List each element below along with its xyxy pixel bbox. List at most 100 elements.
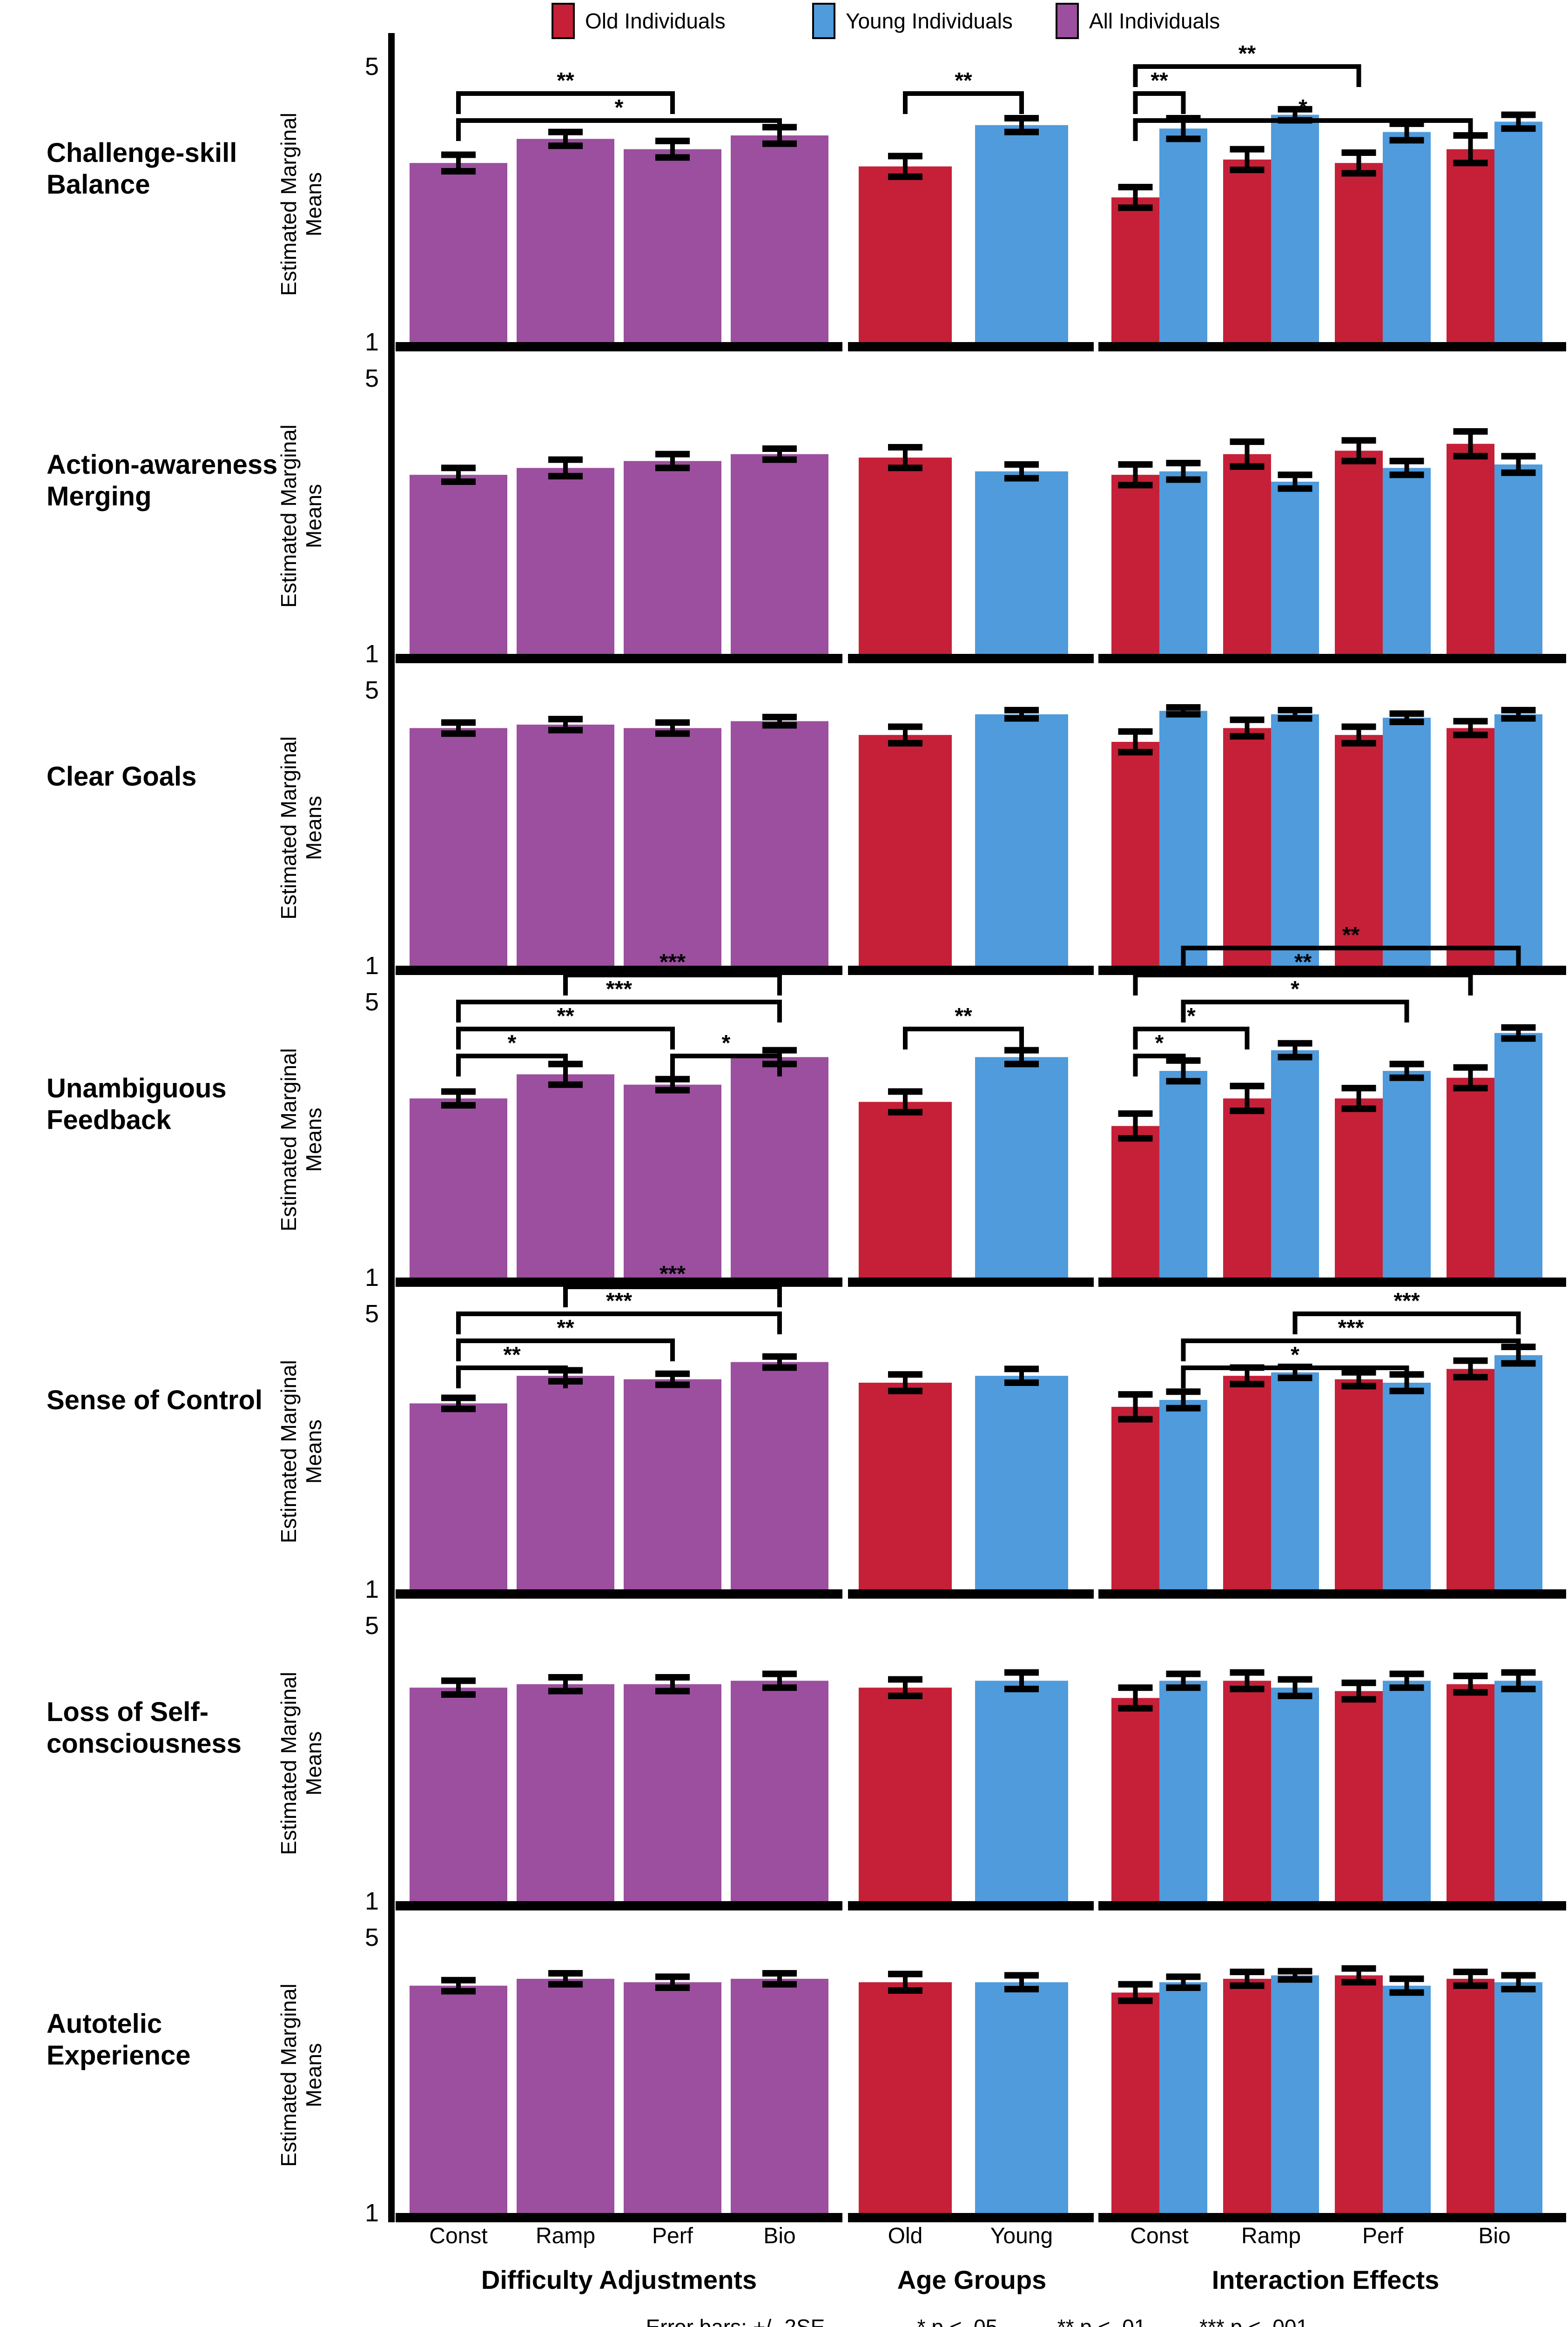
x-axis-difficulty	[396, 2213, 842, 2222]
significance-stars: **	[1151, 68, 1168, 93]
bar-age-Old	[859, 457, 952, 654]
bar-all-Ramp	[517, 139, 614, 342]
bar-young-Const	[1159, 1400, 1207, 1589]
bar-old-Bio	[1447, 149, 1494, 342]
x-tick-age: Old	[888, 2224, 923, 2248]
bar-all-Const	[410, 1985, 507, 2213]
bar-age-Young	[975, 1376, 1068, 1589]
legend-swatch-young-icon	[812, 3, 835, 39]
significance-bracket	[563, 1285, 782, 1307]
significance-bracket	[456, 1311, 782, 1334]
y-axis-title: Estimated MarginalMeans	[276, 424, 326, 608]
chart-legend: Old Individuals Young Individuals All In…	[0, 0, 1568, 47]
x-axis-difficulty	[396, 342, 842, 351]
significance-stars: ***	[1393, 1289, 1420, 1313]
legend-swatch-old-icon	[552, 3, 575, 39]
bar-age-Old	[859, 1688, 952, 1901]
x-tick-difficulty: Perf	[652, 2224, 693, 2248]
bar-young-Bio	[1494, 1033, 1542, 1278]
y-tick-max: 5	[365, 1612, 379, 1640]
bar-young-Ramp	[1271, 1975, 1319, 2213]
significance-bracket	[1133, 64, 1361, 87]
bar-age-Old	[859, 735, 952, 966]
x-axis-difficulty	[396, 1901, 842, 1910]
bar-all-Ramp	[517, 1978, 614, 2213]
y-axis-title: Estimated MarginalMeans	[276, 736, 326, 920]
bar-age-Young	[975, 1057, 1068, 1278]
significance-stars: **	[955, 1004, 972, 1029]
dimension-row: Action-awareness Merging Estimated Margina…	[47, 345, 1566, 668]
legend-label-old: Old Individuals	[585, 9, 726, 33]
significance-stars: *	[615, 95, 624, 120]
x-axis-age	[848, 966, 1094, 975]
y-tick-max: 5	[365, 1923, 379, 1951]
group-title-age: Age Groups	[897, 2265, 1046, 2294]
significance-bracket	[1292, 1311, 1521, 1334]
significance-stars: **	[955, 68, 972, 93]
x-axis-difficulty	[396, 1589, 842, 1599]
bar-all-Bio	[731, 1978, 828, 2213]
bar-young-Perf	[1383, 1985, 1431, 2213]
significance-stars: **	[503, 1343, 521, 1367]
dimension-label: Sense of Control	[47, 1385, 262, 1415]
significance-bracket	[1181, 1365, 1409, 1388]
significance-stars: **	[1342, 923, 1360, 948]
bar-young-Ramp	[1271, 1050, 1319, 1278]
x-axis-age	[848, 1901, 1094, 1910]
sig-note-3: *** p < .001	[1199, 2315, 1308, 2327]
bar-young-Const	[1159, 1982, 1207, 2213]
bar-all-Ramp	[517, 725, 614, 966]
bar-all-Bio	[731, 454, 828, 654]
dimension-row: Sense of Control Estimated MarginalMeans 5…	[47, 1262, 1566, 1603]
significance-stars: *	[1291, 1343, 1299, 1367]
bar-old-Const	[1111, 197, 1159, 342]
bar-age-Young	[975, 714, 1068, 966]
bar-young-Ramp	[1271, 114, 1319, 342]
bar-age-Young	[975, 1681, 1068, 1901]
x-tick-interaction: Bio	[1478, 2224, 1510, 2248]
bar-young-Const	[1159, 471, 1207, 654]
bar-old-Perf	[1335, 735, 1383, 966]
legend-label-young: Young Individuals	[846, 9, 1013, 33]
significance-bracket	[456, 1000, 782, 1022]
legend-item-young: Young Individuals	[812, 3, 1013, 39]
significance-bracket	[1181, 1338, 1521, 1361]
dimension-row: Unambiguous Feedback Estimated MarginalMea…	[47, 923, 1566, 1291]
bar-old-Const	[1111, 1698, 1159, 1901]
bar-old-Bio	[1447, 1369, 1494, 1589]
bar-young-Perf	[1383, 468, 1431, 654]
y-axis-title: Estimated MarginalMeans	[276, 113, 326, 296]
bar-old-Bio	[1447, 1077, 1494, 1278]
bar-old-Ramp	[1223, 1978, 1271, 2213]
y-tick-max: 5	[365, 364, 379, 392]
significance-bracket	[903, 1027, 1024, 1049]
x-tick-difficulty: Bio	[763, 2224, 795, 2248]
bar-old-Bio	[1447, 728, 1494, 966]
y-axis-line	[388, 968, 395, 1287]
x-tick-interaction: Const	[1130, 2224, 1188, 2248]
bar-old-Ramp	[1223, 1376, 1271, 1589]
y-axis-title: Estimated MarginalMeans	[276, 1360, 326, 1543]
bar-young-Ramp	[1271, 1688, 1319, 1901]
legend-item-old: Old Individuals	[552, 3, 726, 39]
bar-old-Perf	[1335, 451, 1383, 654]
bar-old-Ramp	[1223, 159, 1271, 342]
y-tick-min: 1	[365, 640, 379, 668]
significance-bracket	[456, 1054, 568, 1076]
legend-swatch-all-icon	[1056, 3, 1079, 39]
significance-bracket	[1181, 946, 1521, 968]
bar-all-Perf	[624, 1379, 721, 1589]
y-tick-min: 1	[365, 2199, 379, 2227]
x-axis-age	[848, 1589, 1094, 1599]
bar-old-Bio	[1447, 1978, 1494, 2213]
legend-label-all: All Individuals	[1089, 9, 1220, 33]
y-axis-line	[388, 1904, 395, 2222]
dimension-label: Clear Goals	[47, 761, 196, 792]
bar-all-Ramp	[517, 1376, 614, 1589]
bar-all-Const	[410, 1688, 507, 1901]
bar-old-Perf	[1335, 1379, 1383, 1589]
bar-age-Old	[859, 166, 952, 342]
x-axis-age	[848, 1278, 1094, 1287]
x-axis-age	[848, 654, 1094, 663]
bar-young-Bio	[1494, 1681, 1542, 1901]
